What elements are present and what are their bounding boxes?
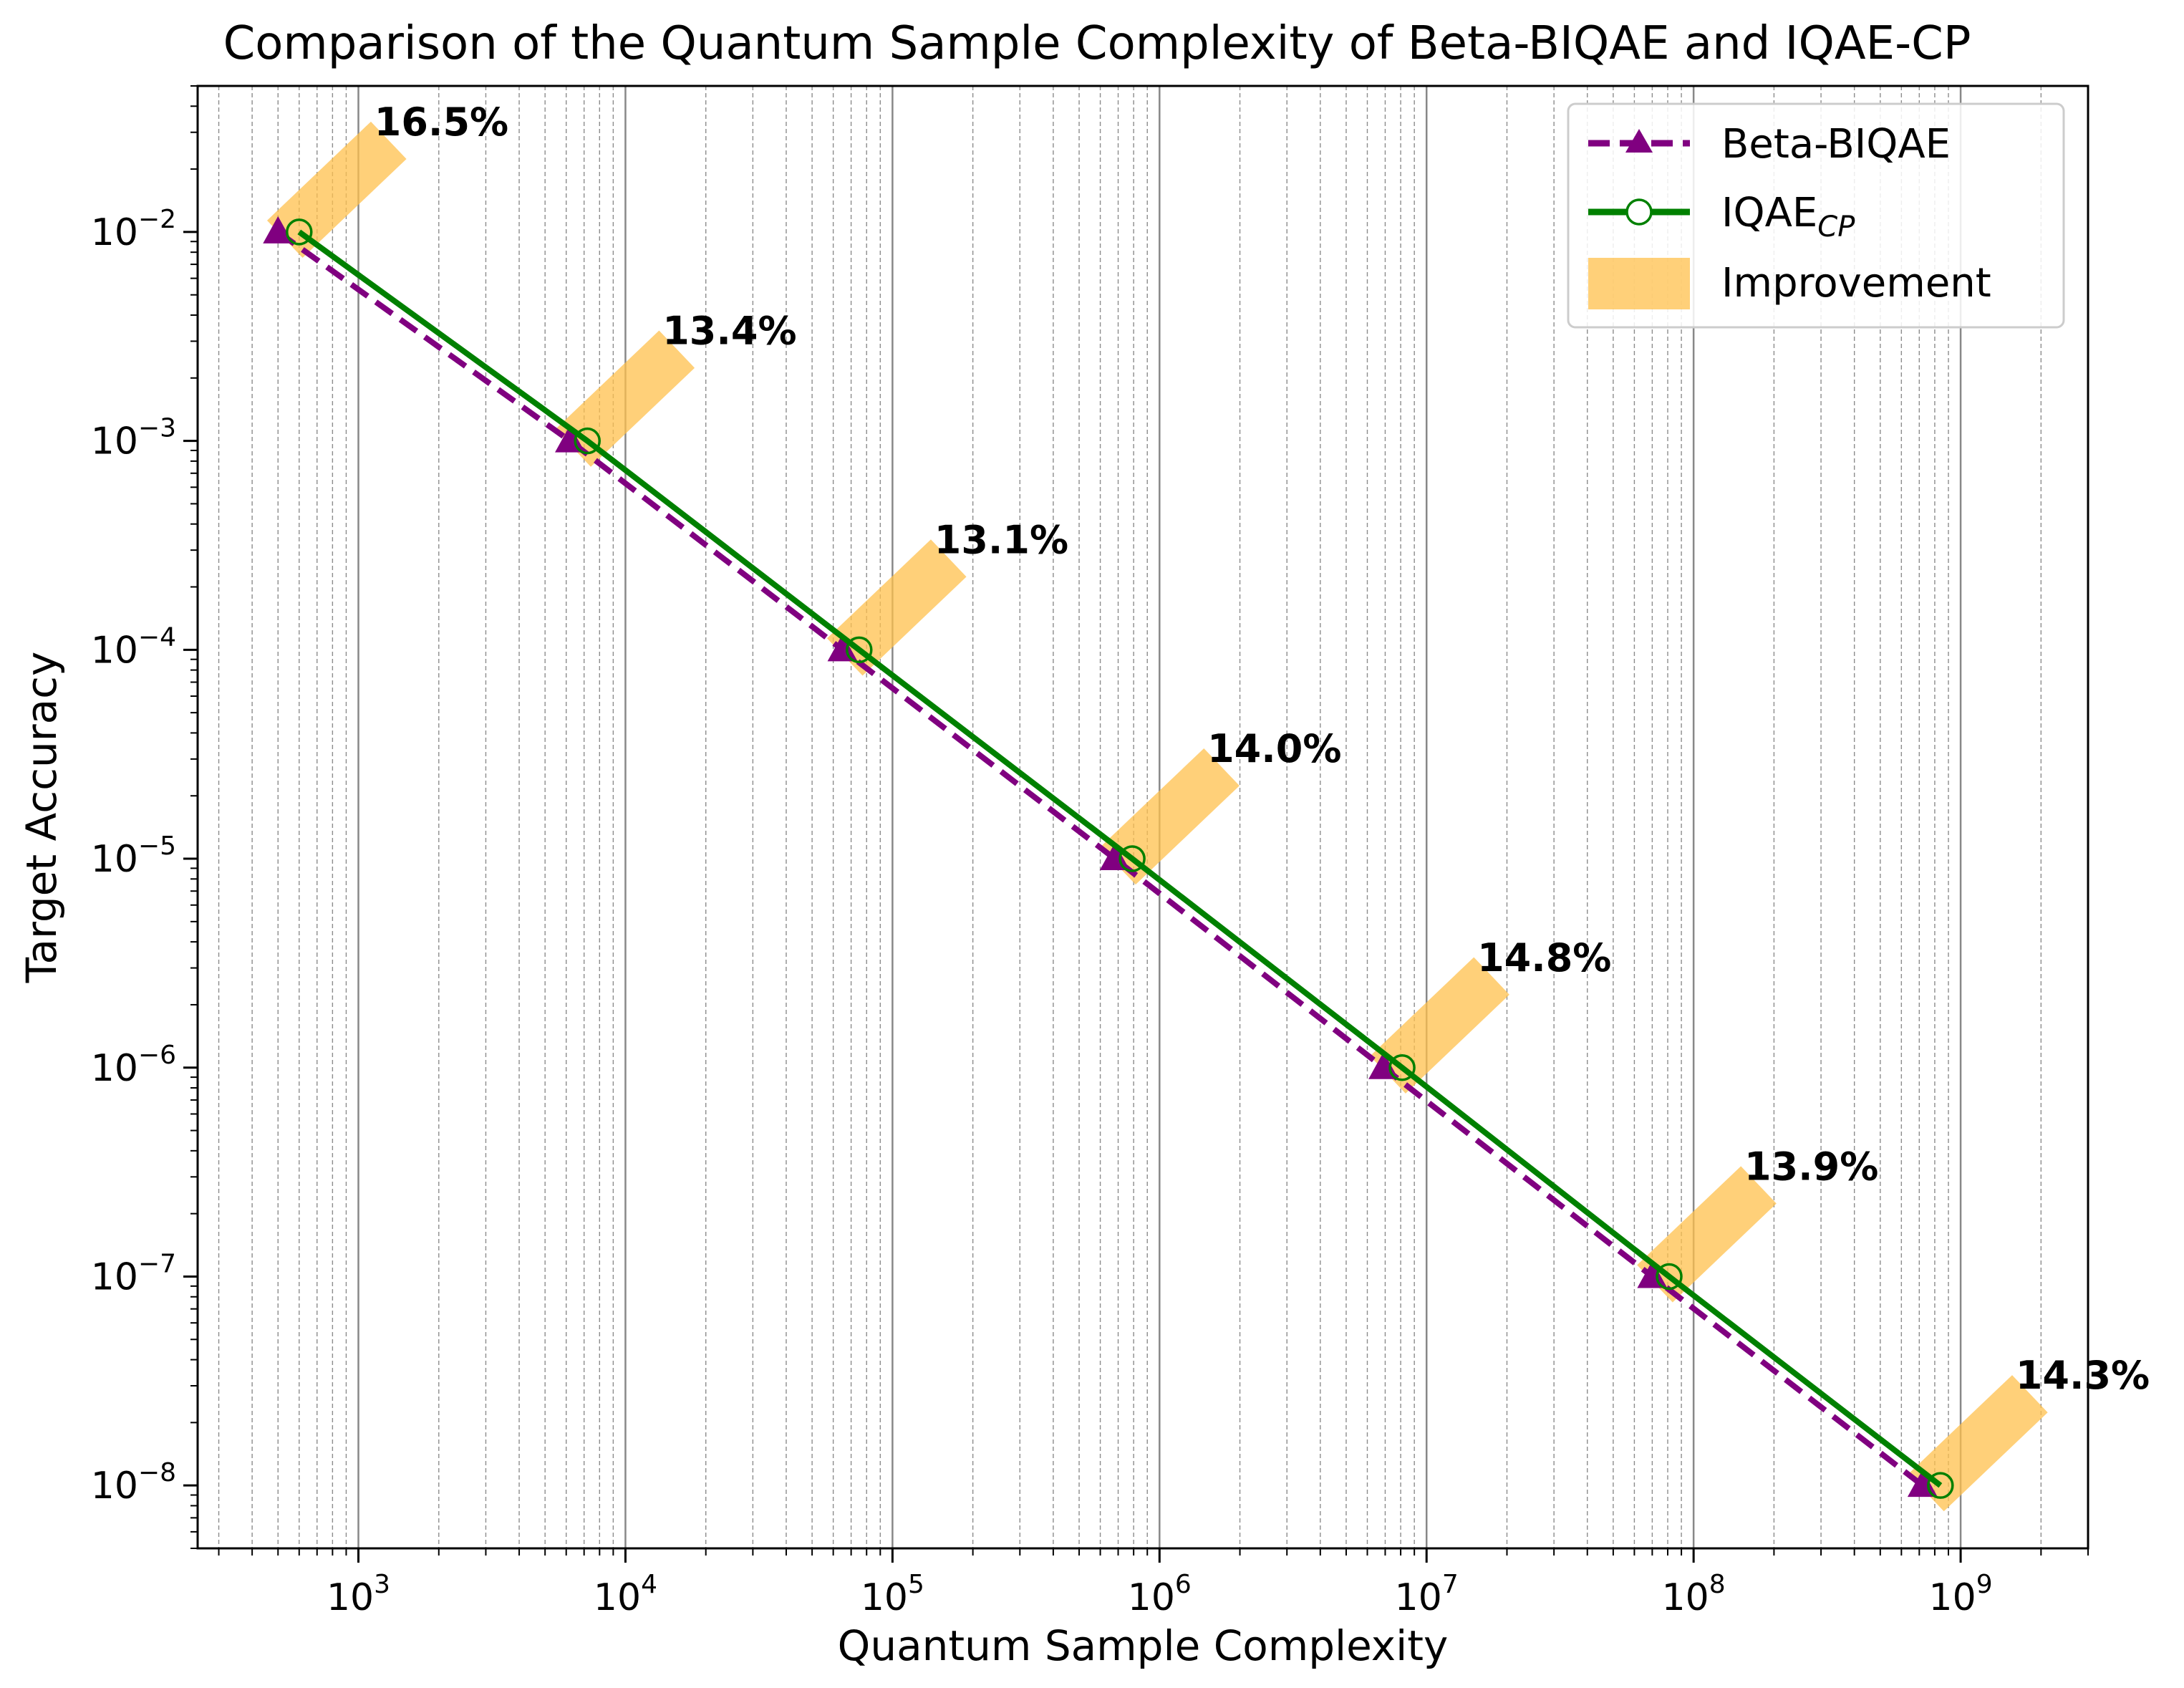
x-tick-label: 107 <box>1395 1570 1459 1619</box>
x-tick-exponent: 9 <box>1976 1570 1993 1599</box>
y-tick-exponent: −7 <box>138 1249 176 1278</box>
improvement-label: 14.0% <box>1207 726 1341 771</box>
y-tick-label: 10−4 <box>91 622 176 672</box>
improvement-bar <box>555 330 695 467</box>
iqae-cp-point <box>846 636 873 664</box>
y-axis: 10−210−310−410−510−610−710−8 <box>91 85 198 1549</box>
x-tick-base: 10 <box>1395 1576 1442 1619</box>
y-tick-label: 10−7 <box>91 1249 176 1298</box>
iqae-cp-point <box>574 427 601 455</box>
x-tick-base: 10 <box>1929 1576 1976 1619</box>
beta-biqae-point <box>263 216 294 243</box>
y-tick-label: 10−5 <box>91 831 176 881</box>
legend-iqae-marker <box>1625 198 1653 226</box>
legend-iqae-label: IQAECP <box>1721 190 1855 243</box>
x-tick-exponent: 5 <box>908 1570 924 1599</box>
x-tick-label: 105 <box>861 1570 924 1619</box>
y-tick-label: 10−2 <box>91 205 176 254</box>
plot-frame <box>196 85 2089 1550</box>
legend-frame <box>1567 102 2065 329</box>
x-tick-base: 10 <box>594 1576 641 1619</box>
y-tick-label: 10−3 <box>91 414 176 463</box>
legend-improvement-swatch <box>1588 258 1690 309</box>
y-tick-exponent: −6 <box>138 1041 176 1070</box>
iqae-cp-point <box>1118 845 1146 872</box>
legend-improvement-label: Improvement <box>1721 260 1991 307</box>
beta-biqae-point <box>555 425 586 453</box>
iqae-cp-point <box>1927 1472 1954 1499</box>
improvement-bar <box>1370 957 1509 1094</box>
x-tick-label: 108 <box>1662 1570 1726 1619</box>
y-tick-exponent: −5 <box>138 831 176 861</box>
x-tick-label: 109 <box>1929 1570 1993 1619</box>
iqae-cp-line <box>297 229 1943 1488</box>
improvement-label: 16.5% <box>375 100 508 145</box>
beta-biqae-point <box>827 634 858 662</box>
chart-title: Comparison of the Quantum Sample Complex… <box>223 17 1971 70</box>
legend-beta-label: Beta-BIQAE <box>1721 121 1951 168</box>
x-tick-base: 10 <box>861 1576 908 1619</box>
legend: Beta-BIQAE IQAECP Improvement <box>1567 102 2065 329</box>
y-tick-exponent: −3 <box>138 414 176 443</box>
y-tick-exponent: −8 <box>138 1458 176 1487</box>
x-tick-label: 103 <box>327 1570 390 1619</box>
improvement-label: 13.9% <box>1744 1144 1878 1189</box>
x-tick-exponent: 8 <box>1709 1570 1726 1599</box>
y-tick-base: 10 <box>91 420 138 463</box>
improvement-bars <box>266 121 2048 1512</box>
improvement-bar <box>1100 748 1240 885</box>
legend-iqae-name: IQAE <box>1721 190 1817 236</box>
y-tick-exponent: −4 <box>138 622 176 652</box>
legend-iqae-subscript: CP <box>1817 211 1855 243</box>
legend-beta-marker <box>1625 129 1653 153</box>
y-tick-base: 10 <box>91 629 138 672</box>
y-tick-label: 10−8 <box>91 1458 176 1508</box>
y-tick-base: 10 <box>91 838 138 881</box>
y-tick-exponent: −2 <box>138 205 176 234</box>
improvement-label: 14.8% <box>1477 935 1611 980</box>
x-tick-label: 104 <box>594 1570 657 1619</box>
improvement-bar <box>826 539 967 676</box>
y-tick-base: 10 <box>91 211 138 254</box>
x-tick-exponent: 7 <box>1442 1570 1459 1599</box>
iqae-cp-point <box>286 218 313 246</box>
x-tick-base: 10 <box>1128 1576 1175 1619</box>
series-layer <box>263 216 1954 1499</box>
improvement-bar <box>266 121 407 258</box>
y-tick-label: 10−6 <box>91 1041 176 1090</box>
iqae-cp-point <box>1656 1263 1683 1291</box>
improvement-bar <box>1908 1375 2048 1512</box>
y-axis-label: Target Accuracy <box>17 652 66 984</box>
x-axis-label: Quantum Sample Complexity <box>838 1621 1449 1670</box>
y-tick-base: 10 <box>91 1255 138 1298</box>
improvement-labels: 16.5% 13.4% 13.1% 14.0% 14.8% 13.9% 14.3% <box>375 100 2150 1398</box>
improvement-label: 13.1% <box>934 517 1068 562</box>
y-tick-base: 10 <box>91 1465 138 1508</box>
x-tick-exponent: 6 <box>1175 1570 1192 1599</box>
improvement-bar <box>1637 1166 1777 1303</box>
y-tick-base: 10 <box>91 1047 138 1090</box>
beta-biqae-point <box>1099 843 1130 871</box>
beta-biqae-point <box>1637 1260 1668 1288</box>
improvement-label: 14.3% <box>2016 1353 2150 1398</box>
x-tick-label: 106 <box>1128 1570 1192 1619</box>
x-axis: 103 104 105 106 107 108 109 <box>218 1548 2089 1619</box>
improvement-label: 13.4% <box>662 309 796 354</box>
x-tick-base: 10 <box>1662 1576 1709 1619</box>
x-tick-exponent: 4 <box>641 1570 657 1599</box>
x-tick-base: 10 <box>327 1576 374 1619</box>
x-tick-exponent: 3 <box>374 1570 390 1599</box>
iqae-cp-point <box>1388 1054 1416 1081</box>
